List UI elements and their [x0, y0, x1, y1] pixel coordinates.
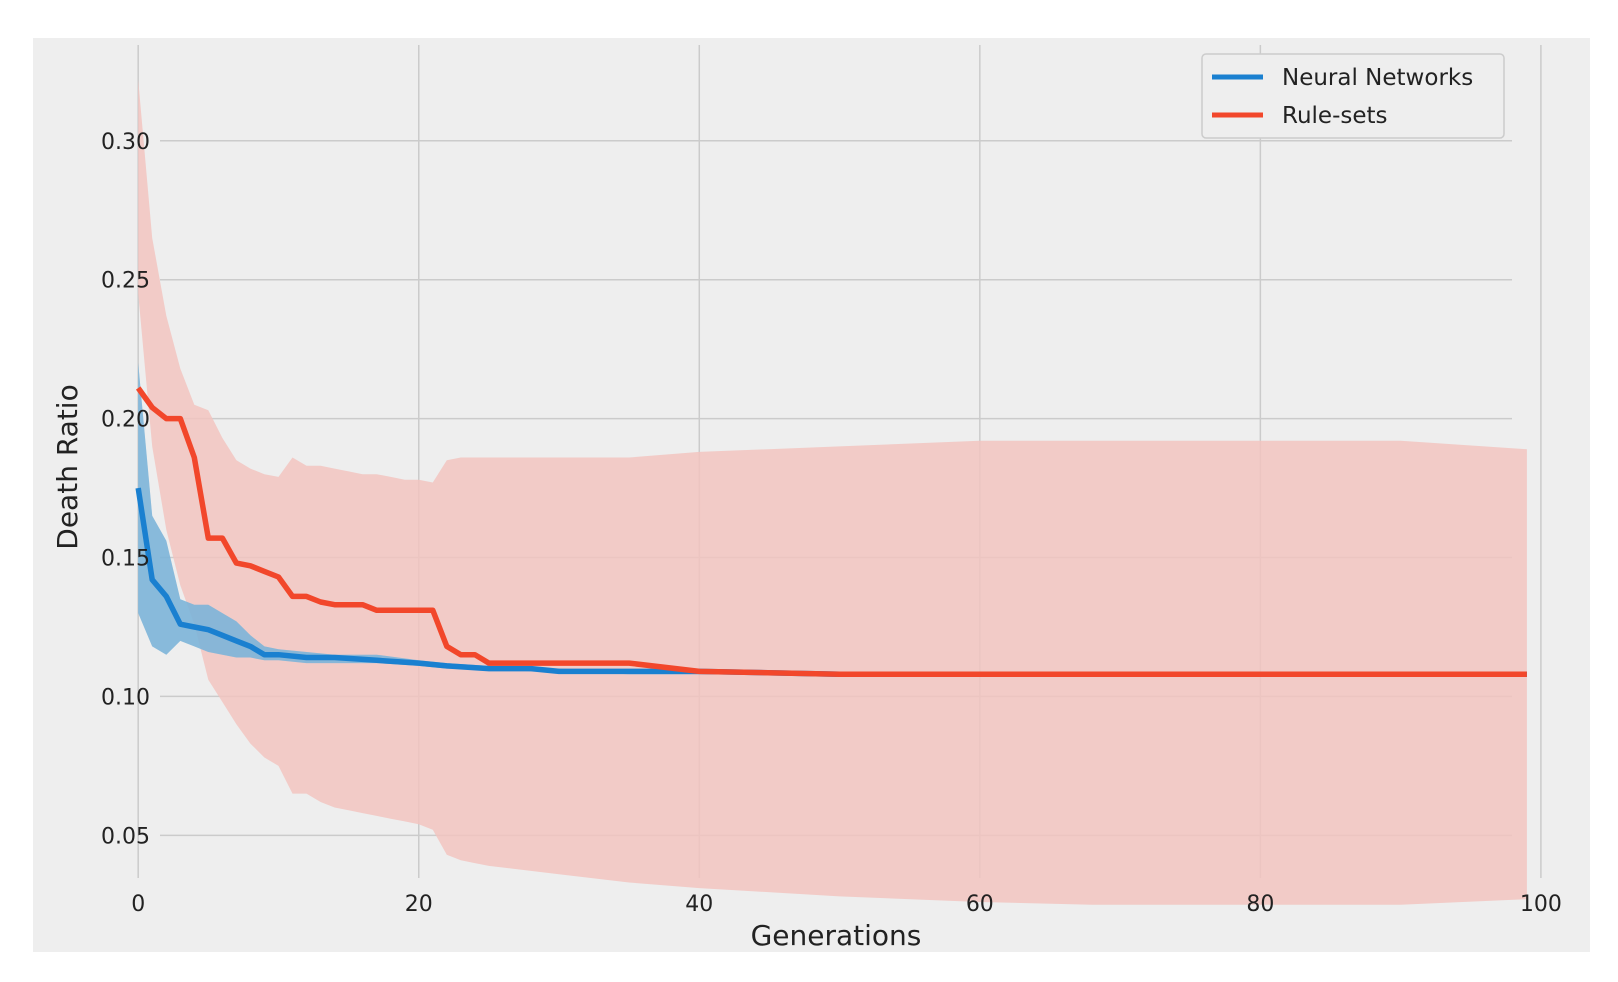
- confidence-bands: [138, 79, 1527, 905]
- legend-label-rule-sets: Rule-sets: [1282, 103, 1388, 129]
- x-tick-label: 0: [131, 892, 145, 917]
- tick-labels: 0 20 40 60 80 100 0.05 0.10 0.15 0.20 0.25 0.30: [101, 130, 1562, 917]
- legend: Neural Networks Rule-sets: [1201, 53, 1505, 139]
- legend-label-neural-networks: Neural Networks: [1282, 65, 1473, 91]
- legend-frame: [1201, 53, 1505, 139]
- x-tick-label: 100: [1520, 892, 1562, 917]
- y-tick-label: 0.10: [101, 685, 150, 710]
- x-tick-label: 80: [1246, 892, 1274, 917]
- series-line-rule-sets: [135, 386, 1527, 677]
- y-tick-label: 0.05: [101, 824, 150, 849]
- y-axis-label: Death Ratio: [51, 384, 84, 549]
- x-tick-label: 20: [405, 892, 433, 917]
- y-tick-label: 0.30: [101, 130, 150, 155]
- x-tick-label: 60: [966, 892, 994, 917]
- y-tick-label: 0.25: [101, 269, 150, 294]
- series-lines: [135, 386, 1527, 677]
- y-tick-label: 0.15: [101, 547, 150, 572]
- x-tick-label: 40: [685, 892, 713, 917]
- x-axis-label: Generations: [751, 919, 922, 952]
- band-rule-sets: [138, 79, 1527, 905]
- y-tick-label: 0.20: [101, 408, 150, 433]
